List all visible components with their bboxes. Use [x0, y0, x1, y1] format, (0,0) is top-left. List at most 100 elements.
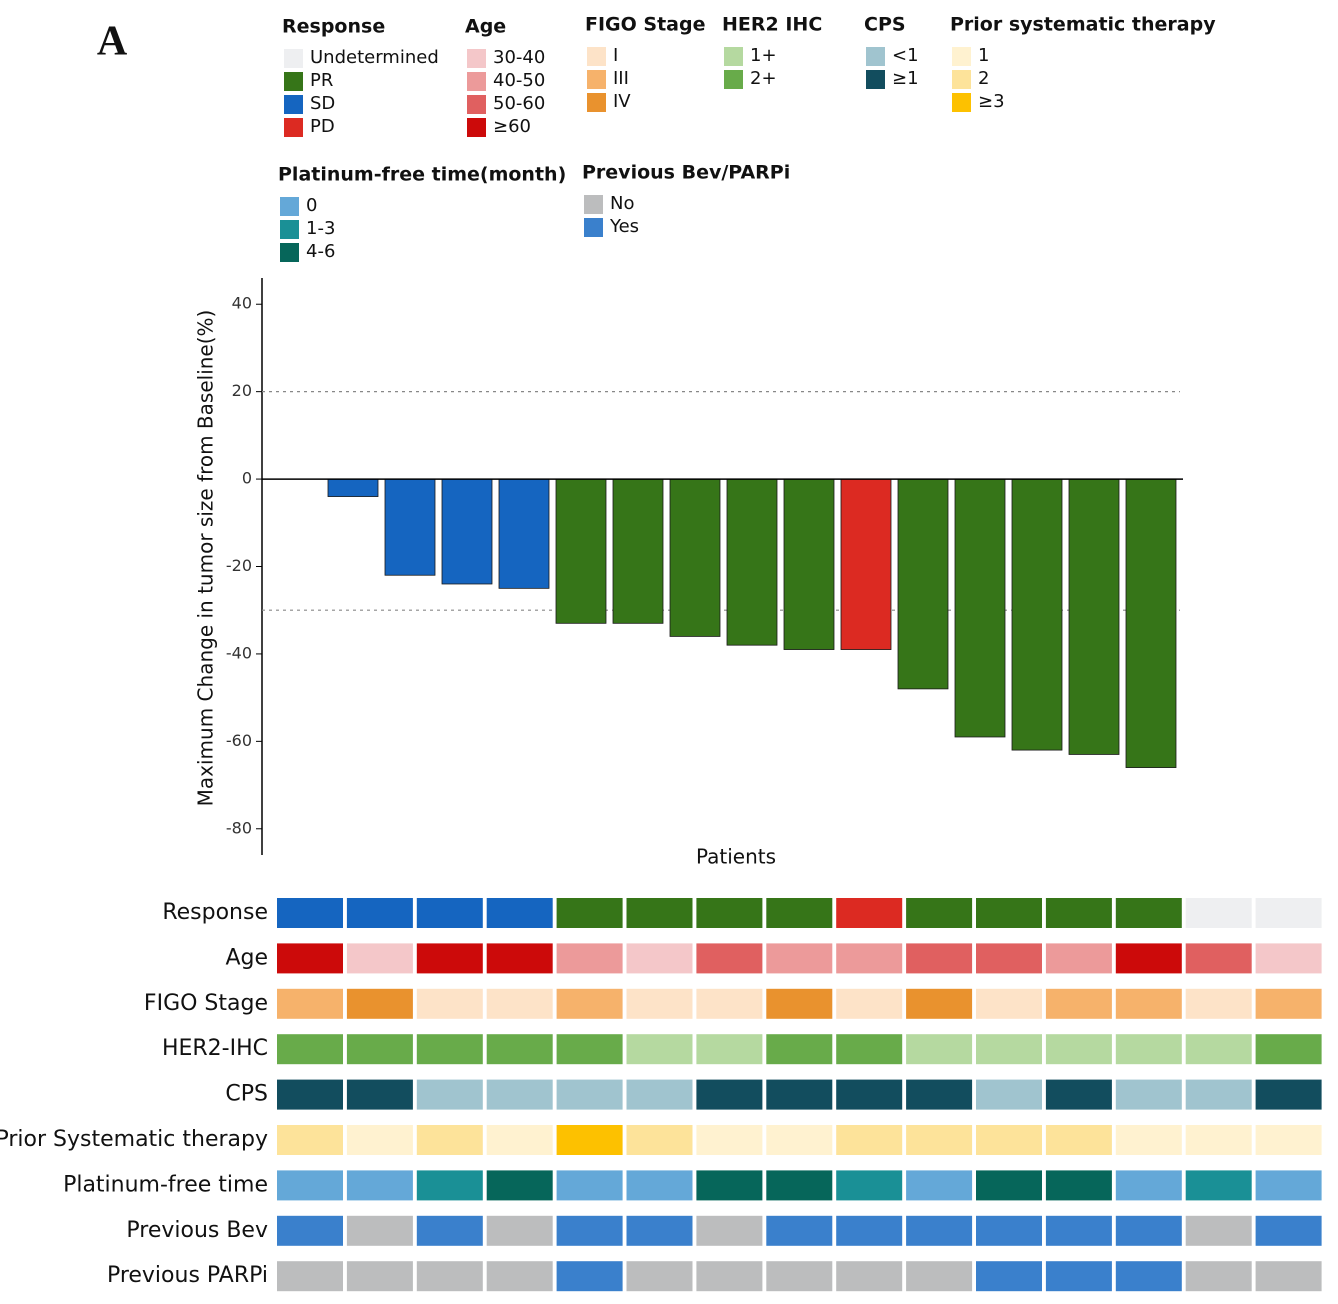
heatmap-cell — [976, 1215, 1042, 1246]
heatmap-cell — [626, 1215, 693, 1246]
heatmap-cell — [626, 1261, 693, 1292]
heatmap-cell — [346, 1261, 413, 1292]
legend-label: 50-60 — [493, 93, 545, 114]
legend-swatch — [280, 243, 299, 262]
legend-swatch — [724, 70, 743, 89]
heatmap-cell — [346, 1170, 413, 1201]
heatmap-cell — [556, 1034, 623, 1065]
heatmap-cell — [906, 1125, 973, 1155]
heatmap-cell — [486, 1261, 553, 1292]
heatmap-cell — [1115, 1261, 1182, 1292]
heatmap-cell — [346, 1079, 413, 1110]
heatmap-cell — [906, 1261, 973, 1292]
heatmap-cell — [836, 1079, 903, 1110]
heatmap-cell — [486, 988, 553, 1019]
heatmap-cell — [1185, 943, 1252, 974]
heatmap-cell — [906, 1170, 973, 1201]
bar — [441, 478, 493, 585]
legend-label: 30-40 — [493, 47, 545, 68]
heatmap-cell — [626, 898, 693, 928]
heatmap-cell — [976, 1125, 1042, 1155]
heatmap-cell — [277, 1034, 343, 1065]
heatmap-cell — [1255, 1125, 1322, 1155]
x-axis-label: Patients — [696, 845, 776, 869]
heatmap-cell — [1255, 1079, 1322, 1110]
legend-label: ≥60 — [493, 116, 531, 137]
heatmap-cell — [1045, 1261, 1112, 1292]
heatmap-cell — [766, 988, 833, 1019]
legend-swatch — [587, 70, 606, 89]
legend-label: IV — [613, 91, 631, 112]
heatmap-cell — [696, 1079, 763, 1110]
heatmap-cell — [556, 1079, 623, 1110]
heatmap-cell — [1255, 1170, 1322, 1201]
heatmap-cell — [696, 1261, 763, 1292]
heatmap-cell — [976, 988, 1042, 1019]
legend-label: 2 — [978, 68, 989, 89]
legend-title: Previous Bev/PARPi — [582, 162, 790, 184]
heatmap-cell — [626, 943, 693, 974]
heatmap-cell — [906, 1215, 973, 1246]
heatmap-cell — [556, 943, 623, 974]
legend-label: 1 — [978, 45, 989, 66]
row-label: Platinum-free time — [63, 1172, 268, 1197]
heatmap-cell — [836, 988, 903, 1019]
bar — [384, 478, 436, 576]
heatmap-cell — [626, 988, 693, 1019]
heatmap-cell — [1185, 1125, 1252, 1155]
heatmap-cell — [416, 943, 483, 974]
heatmap-cell — [696, 943, 763, 974]
heatmap-cell — [1115, 898, 1182, 928]
row-label: Prior Systematic therapy — [0, 1127, 268, 1152]
heatmap-cell — [416, 1170, 483, 1201]
heatmap-cell — [416, 1215, 483, 1246]
heatmap-cell — [766, 1261, 833, 1292]
legend-label: ≥3 — [978, 91, 1005, 112]
legend-swatch — [584, 218, 603, 237]
heatmap-cell — [1185, 1261, 1252, 1292]
heatmap-cell — [696, 1125, 763, 1155]
heatmap-cell — [1115, 1170, 1182, 1201]
heatmap-cell — [1115, 943, 1182, 974]
heatmap-cell — [1185, 1215, 1252, 1246]
heatmap-cell — [1045, 1079, 1112, 1110]
heatmap-cell — [416, 988, 483, 1019]
heatmap-cell — [1185, 1034, 1252, 1065]
heatmap-cell — [416, 898, 483, 928]
heatmap-cell — [836, 1215, 903, 1246]
heatmap-cell — [1255, 943, 1322, 974]
row-label: CPS — [225, 1082, 268, 1107]
heatmap-cell — [1255, 1215, 1322, 1246]
bar — [1011, 478, 1063, 751]
y-tick-label: -20 — [226, 556, 252, 575]
legend-label: 4-6 — [306, 241, 335, 262]
heatmap-cell — [1045, 1215, 1112, 1246]
legend-swatch — [284, 118, 303, 137]
row-label: Response — [162, 900, 268, 925]
heatmap-cell — [696, 988, 763, 1019]
heatmap-cell — [277, 943, 343, 974]
heatmap-cell — [1115, 988, 1182, 1019]
bar — [897, 478, 949, 690]
heatmap-cell — [1045, 1170, 1112, 1201]
legend-swatch — [467, 49, 486, 68]
heatmap-cell — [1045, 1125, 1112, 1155]
heatmap-cell — [486, 1125, 553, 1155]
legend-swatch — [866, 47, 885, 66]
bar — [726, 478, 778, 646]
legend-title: Prior systematic therapy — [950, 14, 1216, 36]
heatmap-cell — [277, 1170, 343, 1201]
legend-swatch — [280, 197, 299, 216]
legend-label: <1 — [892, 45, 919, 66]
heatmap-cell — [486, 1170, 553, 1201]
legend-swatch — [724, 47, 743, 66]
heatmap-cell — [906, 1079, 973, 1110]
bar — [1125, 478, 1177, 768]
heatmap-cell — [1045, 898, 1112, 928]
y-tick-label: 40 — [232, 294, 252, 313]
bar — [612, 478, 664, 624]
heatmap-cell — [416, 1261, 483, 1292]
y-tick-label: -60 — [226, 731, 252, 750]
legend-swatch — [952, 47, 971, 66]
